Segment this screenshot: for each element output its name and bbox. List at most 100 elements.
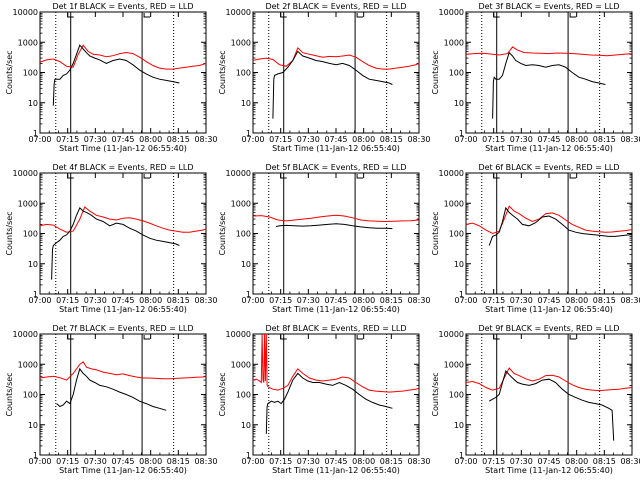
y-tick-label: 10000 — [13, 330, 38, 339]
y-axis-label: Counts/sec — [5, 50, 14, 94]
y-tick-label: 1000 — [231, 360, 251, 369]
panel-5: 1 10 100 1000 10000 07:00 07:15 07:30 07:45 08:00… — [218, 163, 431, 314]
y-tick-label: 10 — [454, 99, 464, 108]
x-tick-label: 08:15 — [380, 457, 403, 466]
x-tick-label: 07:30 — [510, 135, 533, 144]
y-tick-label: 1 — [246, 451, 251, 460]
plot-frame — [252, 172, 420, 295]
x-tick-label: 08:15 — [380, 135, 403, 144]
x-tick-label: 07:15 — [269, 135, 292, 144]
x-axis-label: Start Time (11-Jan-12 06:55:40) — [272, 466, 400, 475]
y-tick-label: 10 — [28, 99, 38, 108]
panel-title: Det 6f BLACK = Events, RED = LLD — [478, 163, 619, 172]
series-lld-line — [465, 46, 633, 57]
series-lld-line — [252, 47, 420, 70]
plot-frame — [465, 172, 633, 295]
y-axis-label: Counts/sec — [218, 372, 227, 416]
plot-frame — [39, 172, 207, 295]
x-tick-label: 07:00 — [241, 457, 264, 466]
y-tick-label: 1000 — [444, 38, 464, 47]
y-tick-label: 100 — [23, 391, 38, 400]
x-tick-label: 07:45 — [537, 296, 560, 305]
y-tick-label: 100 — [449, 69, 464, 78]
y-axis-label: Counts/sec — [5, 372, 14, 416]
y-tick-label: 10 — [28, 260, 38, 269]
y-tick-label: 10000 — [439, 169, 464, 178]
panel-title: Det 4f BLACK = Events, RED = LLD — [52, 163, 193, 172]
y-tick-label: 10 — [241, 260, 251, 269]
plot-frame — [39, 11, 207, 134]
y-tick-label: 1000 — [231, 38, 251, 47]
series-lld-line — [39, 44, 207, 70]
x-tick-label: 08:15 — [167, 296, 190, 305]
x-tick-label: 08:30 — [407, 296, 430, 305]
x-tick-label: 07:00 — [28, 135, 51, 144]
plot-frame — [252, 333, 420, 456]
y-tick-label: 10000 — [226, 330, 251, 339]
y-tick-label: 10000 — [226, 8, 251, 17]
y-tick-label: 1 — [246, 129, 251, 138]
y-tick-label: 100 — [236, 391, 251, 400]
series-events-line — [492, 51, 606, 119]
x-tick-label: 08:30 — [620, 296, 640, 305]
x-tick-label: 07:30 — [84, 296, 107, 305]
panel-title: Det 5f BLACK = Events, RED = LLD — [265, 163, 406, 172]
y-tick-label: 100 — [449, 230, 464, 239]
y-tick-label: 100 — [449, 391, 464, 400]
panel-1: 1 10 100 1000 10000 07:00 07:15 07:30 07:45 08:00… — [5, 2, 218, 153]
bracket-marker — [356, 13, 364, 18]
x-tick-label: 07:45 — [537, 457, 560, 466]
x-axis-label: Start Time (11-Jan-12 06:55:40) — [272, 305, 400, 314]
x-tick-label: 07:15 — [56, 457, 79, 466]
x-tick-label: 07:30 — [84, 457, 107, 466]
bracket-marker — [280, 335, 287, 340]
y-tick-label: 10000 — [13, 8, 38, 17]
series-lld-line — [252, 333, 420, 393]
panel-4: 1 10 100 1000 10000 07:00 07:15 07:30 07:45 08:00… — [5, 163, 218, 314]
y-tick-label: 10000 — [226, 169, 251, 178]
y-tick-label: 1 — [246, 290, 251, 299]
panel-8: 1 10 100 1000 10000 07:00 07:15 07:30 07:45 08:00… — [218, 324, 431, 475]
x-tick-label: 07:45 — [537, 135, 560, 144]
x-tick-label: 07:30 — [297, 135, 320, 144]
x-tick-label: 07:00 — [28, 296, 51, 305]
series-events-line — [488, 206, 633, 246]
plot-frame — [39, 333, 207, 456]
x-axis-label: Start Time (11-Jan-12 06:55:40) — [59, 305, 187, 314]
y-axis-label: Counts/sec — [5, 211, 14, 255]
x-tick-label: 08:30 — [194, 135, 217, 144]
x-tick-label: 08:00 — [565, 457, 588, 466]
x-tick-label: 08:30 — [407, 135, 430, 144]
x-tick-label: 08:00 — [139, 457, 162, 466]
y-tick-label: 10 — [454, 421, 464, 430]
y-tick-label: 10000 — [439, 330, 464, 339]
x-tick-label: 07:30 — [297, 296, 320, 305]
y-tick-label: 10000 — [13, 169, 38, 178]
bracket-marker — [143, 335, 151, 340]
x-tick-label: 07:45 — [111, 296, 134, 305]
y-tick-label: 1000 — [444, 199, 464, 208]
bracket-marker — [356, 174, 364, 179]
x-tick-label: 07:30 — [510, 296, 533, 305]
x-tick-label: 08:00 — [565, 296, 588, 305]
x-tick-label: 08:15 — [593, 135, 616, 144]
bracket-marker — [356, 335, 364, 340]
bracket-marker — [143, 13, 151, 18]
x-tick-label: 08:15 — [167, 135, 190, 144]
x-tick-label: 07:45 — [111, 135, 134, 144]
series-events-line — [488, 370, 615, 441]
plot-frame — [465, 11, 633, 134]
x-tick-label: 08:00 — [352, 135, 375, 144]
x-tick-label: 07:15 — [56, 135, 79, 144]
x-tick-label: 08:00 — [352, 457, 375, 466]
series-events-line — [56, 367, 167, 411]
y-tick-label: 10 — [241, 99, 251, 108]
y-tick-label: 100 — [236, 69, 251, 78]
y-tick-label: 1000 — [231, 199, 251, 208]
y-tick-label: 1000 — [18, 38, 38, 47]
x-tick-label: 07:30 — [297, 457, 320, 466]
y-tick-label: 10 — [28, 421, 38, 430]
y-tick-label: 1000 — [18, 199, 38, 208]
x-axis-label: Start Time (11-Jan-12 06:55:40) — [59, 466, 187, 475]
x-tick-label: 07:00 — [241, 135, 264, 144]
